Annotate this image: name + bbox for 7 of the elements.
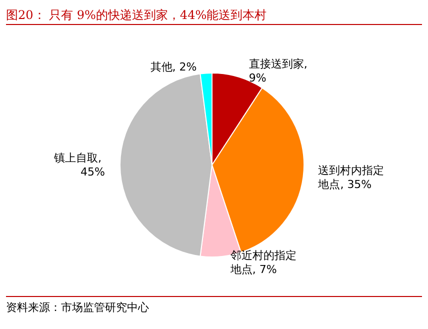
slice-label: 送到村内指定地点, 35%: [317, 164, 384, 192]
chart-title: 图20： 只有 9%的快递送到家，44%能送到本村: [6, 6, 422, 25]
slice-label: 邻近村的指定地点, 7%: [229, 249, 296, 276]
slice-label: 其他, 2%: [150, 60, 197, 74]
slice-label: 镇上自取, 45%: [53, 152, 105, 178]
text: 资料来源：市场监管研究中心: [6, 296, 422, 319]
slice-label: 直接送到家, 9%: [248, 58, 311, 85]
